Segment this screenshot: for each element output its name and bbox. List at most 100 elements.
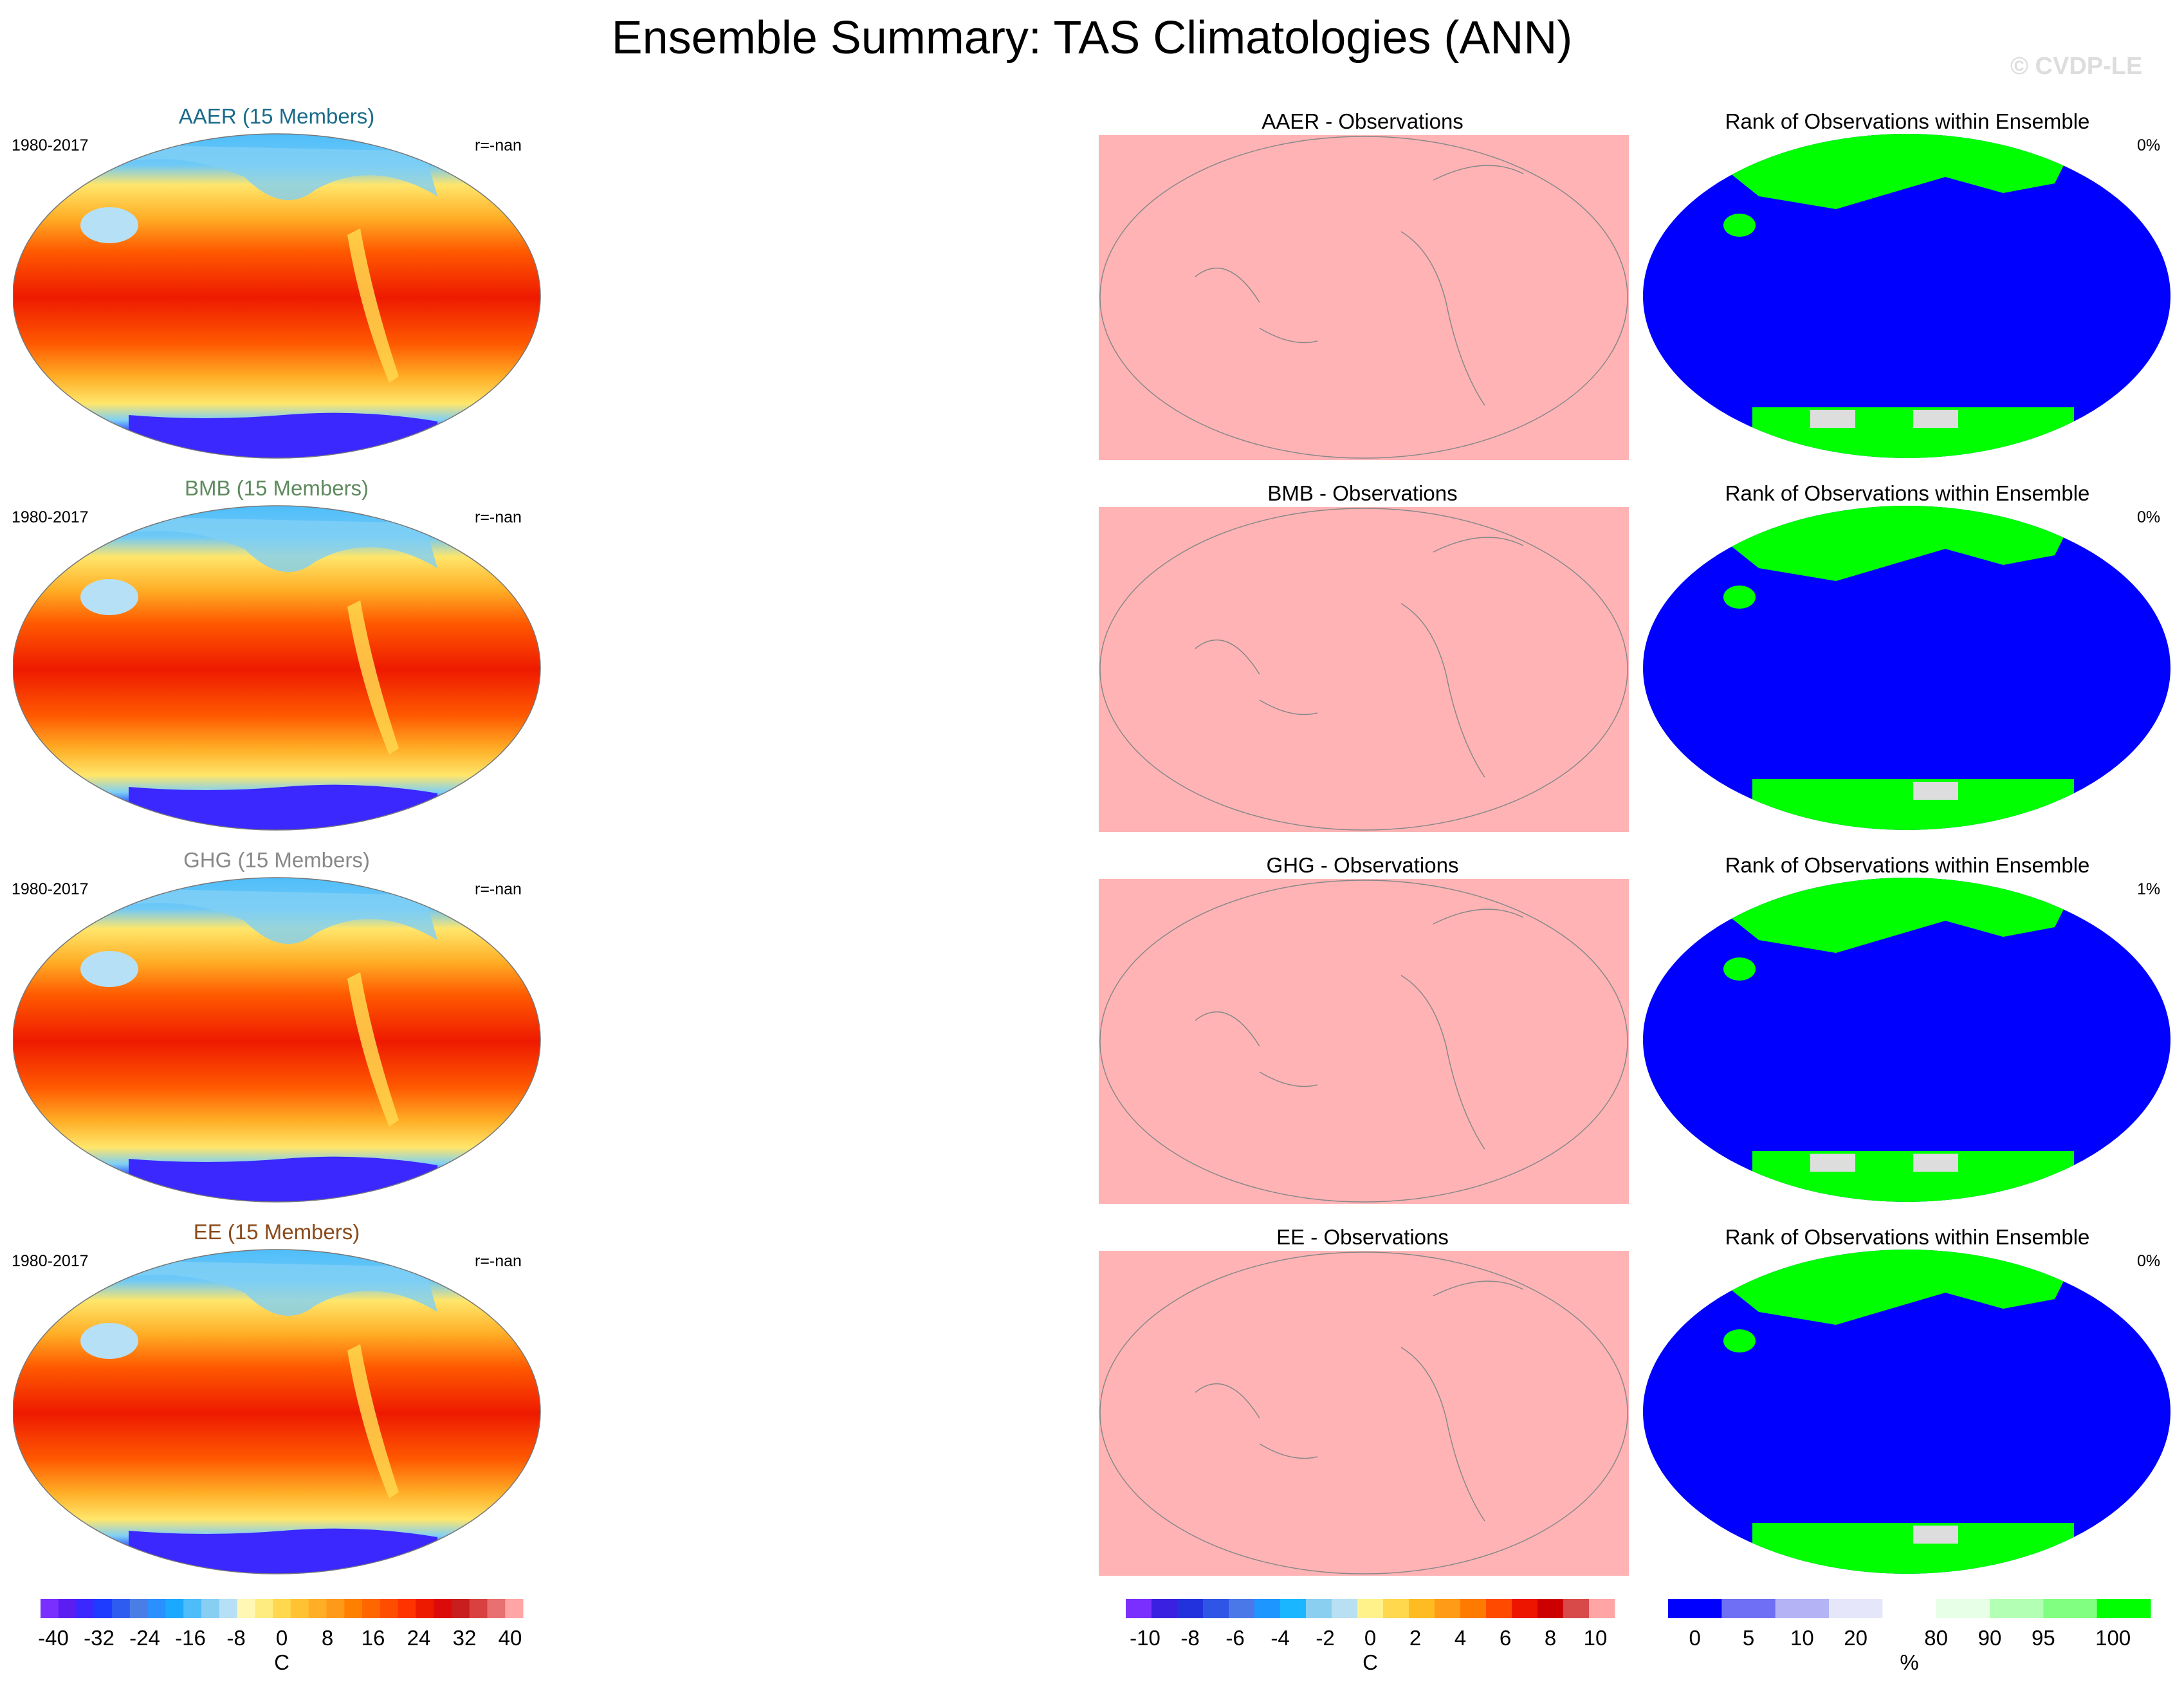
colorbar-tick-label: -40 (38, 1626, 69, 1650)
colorbar-swatch (1306, 1599, 1332, 1618)
colorbar-swatch (1512, 1599, 1538, 1618)
colorbar-swatch (416, 1599, 434, 1618)
colorbar-units-label: C (274, 1650, 289, 1674)
colorbar-swatch (1152, 1599, 1178, 1618)
rank-panel-title: Rank of Observations within Ensemble (1725, 1225, 2090, 1249)
colorbar-swatch (505, 1599, 524, 1618)
colorbar-swatch (58, 1599, 77, 1618)
colorbar-swatch (41, 1599, 59, 1618)
colorbar-tick-label: 10 (1790, 1626, 1814, 1650)
difference-map (1099, 507, 1629, 832)
rank-panel-title: Rank of Observations within Ensemble (1725, 481, 2090, 505)
colorbar-swatch (1668, 1599, 1722, 1618)
colorbar-swatch (1589, 1599, 1615, 1618)
colorbar-swatch (1229, 1599, 1255, 1618)
colorbar-tick-label: 2 (1409, 1626, 1421, 1650)
period-label: 1980-2017 (12, 880, 89, 898)
rank-colorbar: 0 5 10 20 80 90 95 100% (1668, 1599, 2151, 1674)
colorbar-tick-label: 10 (1584, 1626, 1608, 1650)
colorbar-swatch (273, 1599, 291, 1618)
watermark: © CVDP-LE (2010, 53, 2143, 80)
difference-panel-title: GHG - Observations (1266, 853, 1459, 877)
colorbar-tick-label: -6 (1225, 1626, 1244, 1650)
colorbar-tick-label: 80 (1924, 1626, 1948, 1650)
colorbar-tick-label: 6 (1500, 1626, 1511, 1650)
colorbar-swatch (398, 1599, 416, 1618)
colorbar-swatch (1775, 1599, 1830, 1618)
colorbar-swatch (469, 1599, 488, 1618)
colorbar-tick-label: -2 (1316, 1626, 1334, 1650)
colorbar-tick-label: -4 (1271, 1626, 1289, 1650)
colorbar-swatch (1254, 1599, 1281, 1618)
colorbar-tick-label: 90 (1978, 1626, 2002, 1650)
colorbar-tick-label: 8 (1545, 1626, 1556, 1650)
colorbar-swatch (487, 1599, 506, 1618)
colorbar-swatch (1990, 1599, 2044, 1618)
colorbar-swatch (1203, 1599, 1229, 1618)
colorbar-swatch (380, 1599, 399, 1618)
rank-percent-label: 0% (2137, 1252, 2161, 1270)
colorbar-swatch (129, 1599, 149, 1618)
climatology-map (13, 1249, 541, 1574)
colorbar-swatch (1721, 1599, 1776, 1618)
difference-colorbar: -10 -8 -6 -4 -2 0 2 4 6 8 10 C (1126, 1599, 1615, 1674)
climatology-map (13, 133, 541, 459)
figure-title: Ensemble Summary: TAS Climatologies (ANN… (611, 12, 1573, 64)
colorbar-swatch (255, 1599, 273, 1618)
colorbar-swatch (76, 1599, 95, 1618)
colorbar-swatch (1537, 1599, 1564, 1618)
colorbar-tick-label: 24 (407, 1626, 431, 1650)
colorbar-tick-label: -8 (226, 1626, 245, 1650)
colorbar-swatch (1435, 1599, 1461, 1618)
colorbar-swatch (2097, 1599, 2151, 1618)
colorbar-swatch (1280, 1599, 1307, 1618)
colorbar-tick-label: -10 (1130, 1626, 1161, 1650)
climatology-map (13, 505, 541, 831)
colorbar-swatch (362, 1599, 381, 1618)
difference-map (1099, 1251, 1629, 1576)
colorbar-swatch (1829, 1599, 1883, 1618)
difference-panel-title: BMB - Observations (1267, 481, 1458, 505)
colorbar-tick-label: 0 (1689, 1626, 1700, 1650)
difference-map (1099, 135, 1629, 460)
colorbar-units-label: C (1363, 1650, 1378, 1674)
colorbar-swatch (1357, 1599, 1384, 1618)
colorbar-swatch (326, 1599, 345, 1618)
rank-map (1643, 134, 2170, 458)
period-label: 1980-2017 (12, 136, 89, 154)
colorbar-tick-label: -24 (129, 1626, 160, 1650)
rank-panel-title: Rank of Observations within Ensemble (1725, 109, 2090, 133)
colorbar-swatch (1126, 1599, 1152, 1618)
difference-panel-title: AAER - Observations (1262, 109, 1464, 133)
climatology-panel-title: GHG (15 Members) (183, 848, 370, 872)
colorbar-swatch (94, 1599, 113, 1618)
colorbar-units-label: % (1900, 1650, 1918, 1674)
colorbar-tick-label: 100 (2095, 1626, 2131, 1650)
climatology-panel-title: EE (15 Members) (193, 1220, 360, 1244)
colorbar-tick-label: -16 (175, 1626, 206, 1650)
colorbar-tick-label: 16 (362, 1626, 385, 1650)
colorbar-tick-label: 0 (276, 1626, 288, 1650)
colorbar-swatch (451, 1599, 470, 1618)
colorbar-tick-label: 5 (1743, 1626, 1754, 1650)
colorbar-tick-label: 8 (322, 1626, 333, 1650)
colorbar-swatch (434, 1599, 452, 1618)
colorbar-swatch (1882, 1599, 1937, 1618)
colorbar-tick-label: 40 (499, 1626, 522, 1650)
correlation-label: r=-nan (475, 136, 522, 154)
colorbar-swatch (1460, 1599, 1487, 1618)
colorbar-tick-label: 32 (453, 1626, 477, 1650)
colorbar-swatch (1383, 1599, 1409, 1618)
colorbar-tick-label: 95 (2032, 1626, 2055, 1650)
colorbar-swatch (2043, 1599, 2098, 1618)
difference-panel-title: EE - Observations (1276, 1225, 1449, 1249)
rank-map (1643, 506, 2170, 830)
colorbar-tick-label: -8 (1180, 1626, 1199, 1650)
colorbar-swatch (165, 1599, 184, 1618)
colorbar-swatch (344, 1599, 363, 1618)
colorbar-swatch (1936, 1599, 1990, 1618)
colorbar-swatch (201, 1599, 220, 1618)
period-label: 1980-2017 (12, 1252, 89, 1270)
colorbar-swatch (1409, 1599, 1435, 1618)
colorbar-swatch (290, 1599, 309, 1618)
